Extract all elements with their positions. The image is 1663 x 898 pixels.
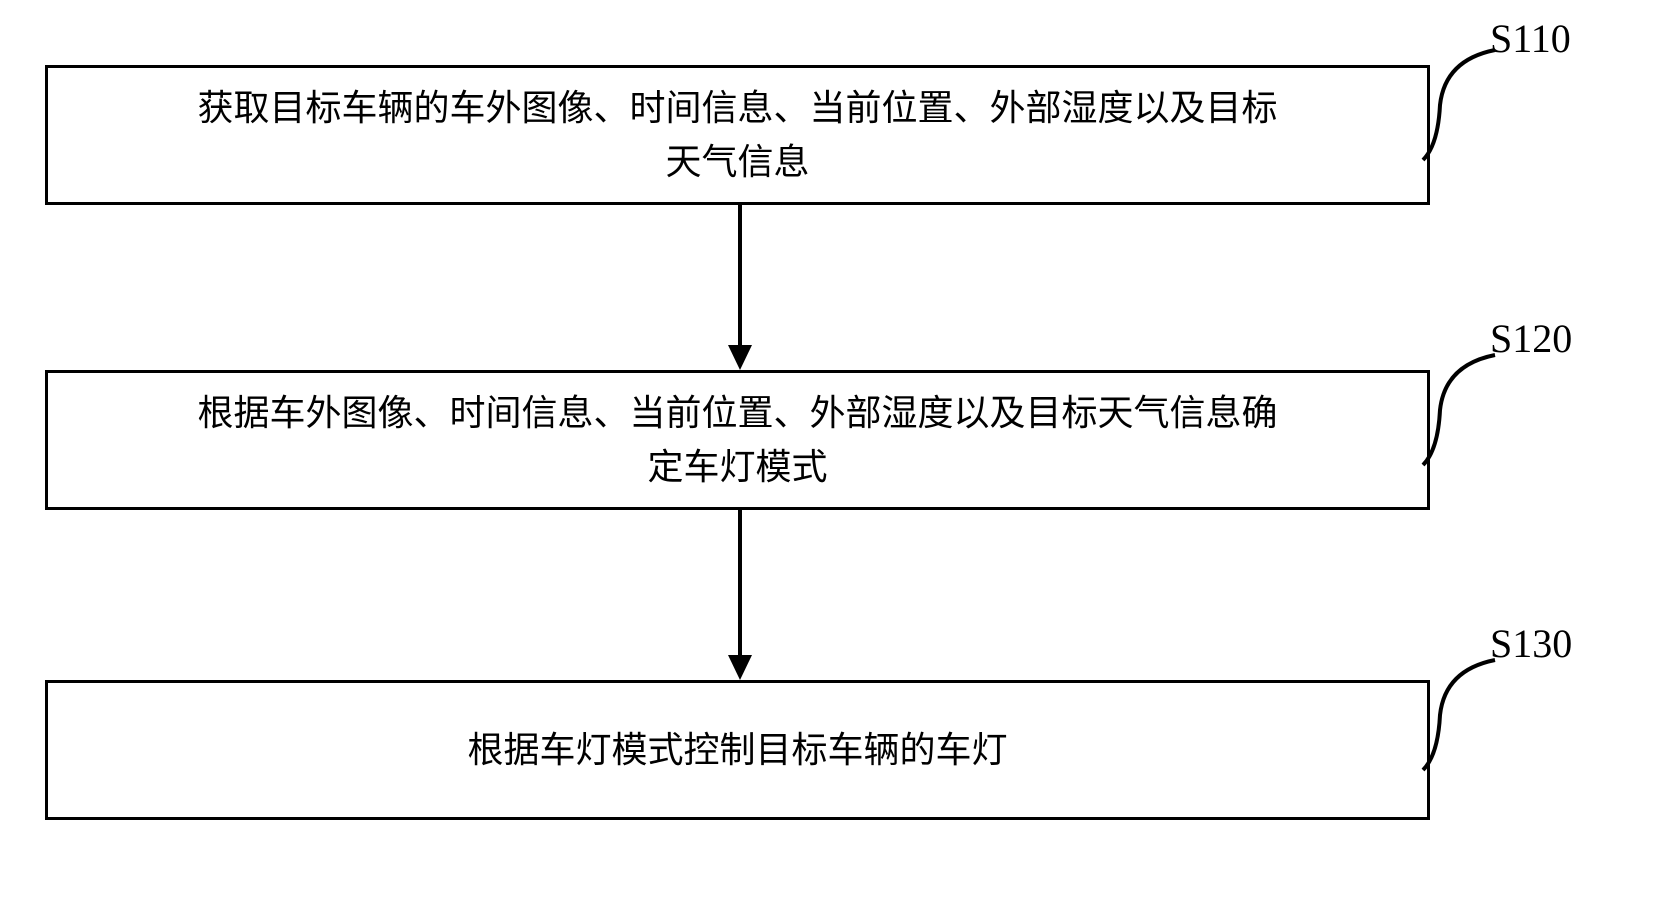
step-label-1: S110 (1490, 15, 1571, 62)
flowchart-step-2: 根据车外图像、时间信息、当前位置、外部湿度以及目标天气信息确 定车灯模式 (45, 370, 1430, 510)
step-label-2: S120 (1490, 315, 1572, 362)
step-text-line: 根据车灯模式控制目标车辆的车灯 (467, 723, 1007, 777)
flowchart-arrow (725, 205, 755, 375)
label-connector-curve (1420, 350, 1500, 470)
label-connector-curve (1420, 45, 1500, 165)
step-text-line: 定车灯模式 (647, 440, 827, 494)
step-text-line: 根据车外图像、时间信息、当前位置、外部湿度以及目标天气信息确 (197, 386, 1277, 440)
step-text-line: 天气信息 (665, 135, 809, 189)
flowchart-step-1: 获取目标车辆的车外图像、时间信息、当前位置、外部湿度以及目标 天气信息 (45, 65, 1430, 205)
flowchart-step-3: 根据车灯模式控制目标车辆的车灯 (45, 680, 1430, 820)
step-text-line: 获取目标车辆的车外图像、时间信息、当前位置、外部湿度以及目标 (197, 81, 1277, 135)
step-label-3: S130 (1490, 620, 1572, 667)
flowchart-arrow (725, 510, 755, 685)
label-connector-curve (1420, 655, 1500, 775)
